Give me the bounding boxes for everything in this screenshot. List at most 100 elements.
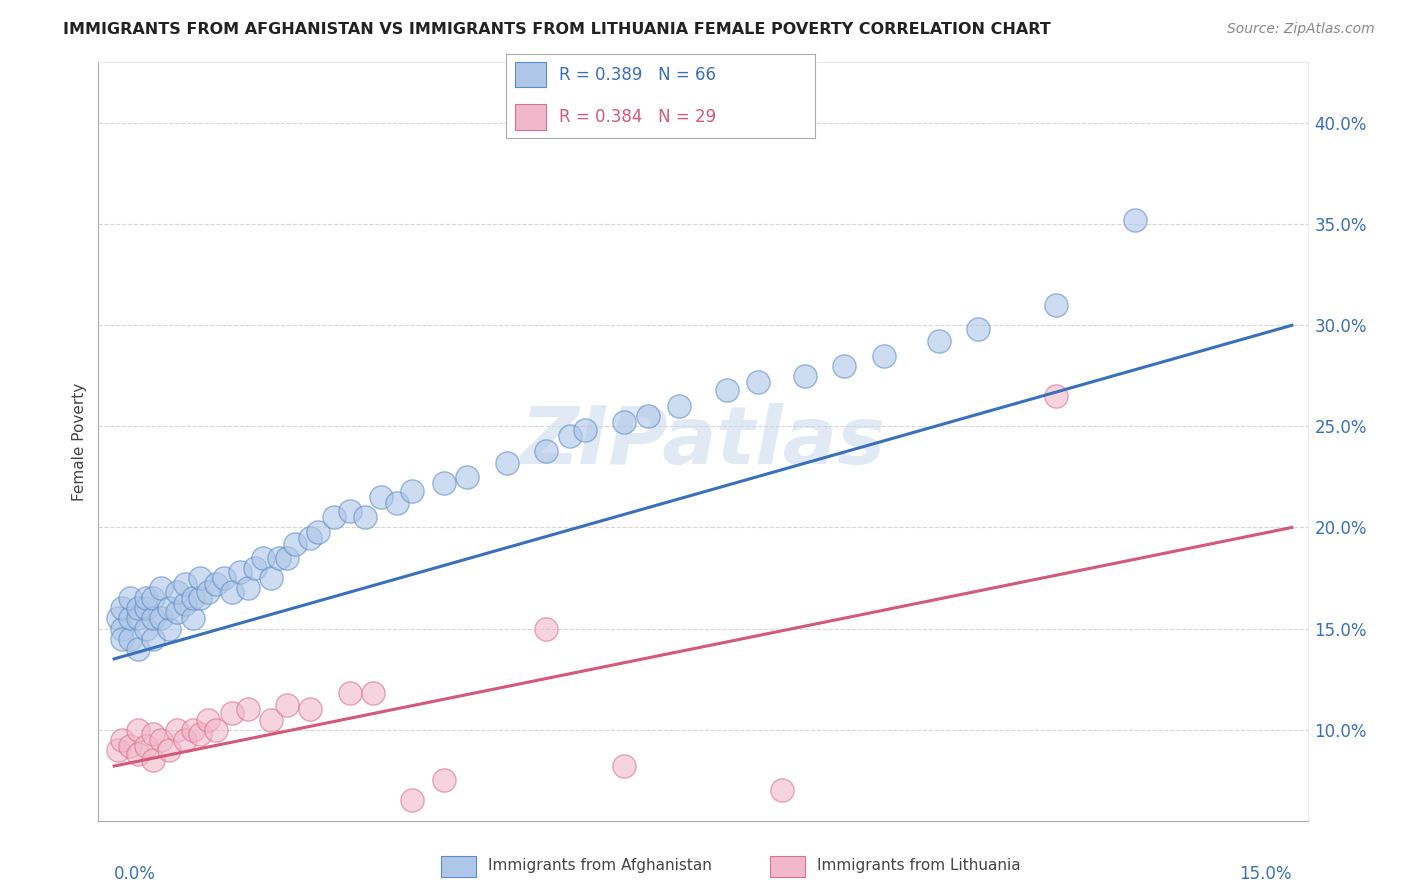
Point xyxy=(260,713,283,727)
Point xyxy=(534,443,557,458)
Bar xyxy=(516,104,547,130)
Point xyxy=(181,611,204,625)
Point xyxy=(267,550,290,565)
Point xyxy=(107,743,129,757)
Point xyxy=(834,359,856,373)
Point xyxy=(190,571,212,585)
Point xyxy=(157,601,180,615)
Point xyxy=(111,601,134,615)
Point xyxy=(135,622,157,636)
Point xyxy=(111,732,134,747)
Point xyxy=(534,622,557,636)
Point xyxy=(558,429,581,443)
Point xyxy=(135,591,157,606)
Point xyxy=(150,611,173,625)
Point xyxy=(637,409,659,424)
Bar xyxy=(770,856,804,877)
Text: R = 0.384   N = 29: R = 0.384 N = 29 xyxy=(558,108,716,126)
Point xyxy=(127,641,149,656)
Text: IMMIGRANTS FROM AFGHANISTAN VS IMMIGRANTS FROM LITHUANIA FEMALE POVERTY CORRELAT: IMMIGRANTS FROM AFGHANISTAN VS IMMIGRANT… xyxy=(63,22,1052,37)
Point xyxy=(173,732,195,747)
Point xyxy=(361,686,384,700)
Point xyxy=(142,591,165,606)
Point xyxy=(107,611,129,625)
Point xyxy=(166,723,188,737)
Point xyxy=(276,698,298,713)
Point xyxy=(401,793,423,807)
Point xyxy=(716,383,738,397)
Point xyxy=(157,622,180,636)
Point xyxy=(433,773,456,788)
Point xyxy=(668,399,690,413)
Point xyxy=(221,585,243,599)
Point xyxy=(613,759,636,773)
Point xyxy=(299,531,322,545)
Point xyxy=(260,571,283,585)
Point xyxy=(205,723,228,737)
Text: Immigrants from Lithuania: Immigrants from Lithuania xyxy=(817,858,1021,873)
Point xyxy=(142,632,165,646)
Point xyxy=(495,456,517,470)
Point xyxy=(928,334,950,349)
Point xyxy=(111,632,134,646)
Text: R = 0.389   N = 66: R = 0.389 N = 66 xyxy=(558,66,716,84)
Point xyxy=(276,550,298,565)
Point xyxy=(574,424,596,438)
Point xyxy=(135,739,157,753)
Point xyxy=(157,743,180,757)
Text: 15.0%: 15.0% xyxy=(1239,865,1292,883)
Point xyxy=(111,622,134,636)
Point xyxy=(1123,213,1146,227)
Point xyxy=(456,470,478,484)
Text: Immigrants from Afghanistan: Immigrants from Afghanistan xyxy=(488,858,711,873)
Point xyxy=(173,597,195,611)
Point xyxy=(197,713,219,727)
Point xyxy=(229,565,252,579)
Point xyxy=(205,577,228,591)
Point xyxy=(166,585,188,599)
Point xyxy=(166,606,188,620)
Point xyxy=(401,484,423,499)
Point xyxy=(770,783,793,797)
Point xyxy=(118,739,141,753)
Point xyxy=(252,550,274,565)
Point xyxy=(966,322,988,336)
Bar xyxy=(441,856,475,877)
Point xyxy=(142,753,165,767)
Point xyxy=(284,536,307,550)
Text: ZIPatlas: ZIPatlas xyxy=(520,402,886,481)
Point xyxy=(118,632,141,646)
Point xyxy=(190,727,212,741)
Point xyxy=(142,727,165,741)
Point xyxy=(212,571,235,585)
Y-axis label: Female Poverty: Female Poverty xyxy=(72,383,87,500)
Point xyxy=(150,581,173,595)
Point xyxy=(433,475,456,490)
Point xyxy=(118,611,141,625)
Point xyxy=(307,524,329,539)
Point xyxy=(127,611,149,625)
Point xyxy=(221,706,243,721)
Point xyxy=(190,591,212,606)
Point xyxy=(385,496,408,510)
Point xyxy=(127,747,149,761)
Point xyxy=(127,723,149,737)
Point xyxy=(794,368,817,383)
Point xyxy=(245,561,267,575)
Point xyxy=(370,490,392,504)
Text: 0.0%: 0.0% xyxy=(114,865,156,883)
Point xyxy=(181,591,204,606)
Text: Source: ZipAtlas.com: Source: ZipAtlas.com xyxy=(1227,22,1375,37)
Point xyxy=(127,601,149,615)
Point xyxy=(197,585,219,599)
Point xyxy=(747,375,769,389)
Point xyxy=(339,686,361,700)
Point xyxy=(135,601,157,615)
Point xyxy=(181,723,204,737)
Point xyxy=(613,415,636,429)
Point xyxy=(118,591,141,606)
Bar xyxy=(516,62,547,87)
Point xyxy=(236,581,259,595)
Point xyxy=(173,577,195,591)
Point xyxy=(236,702,259,716)
